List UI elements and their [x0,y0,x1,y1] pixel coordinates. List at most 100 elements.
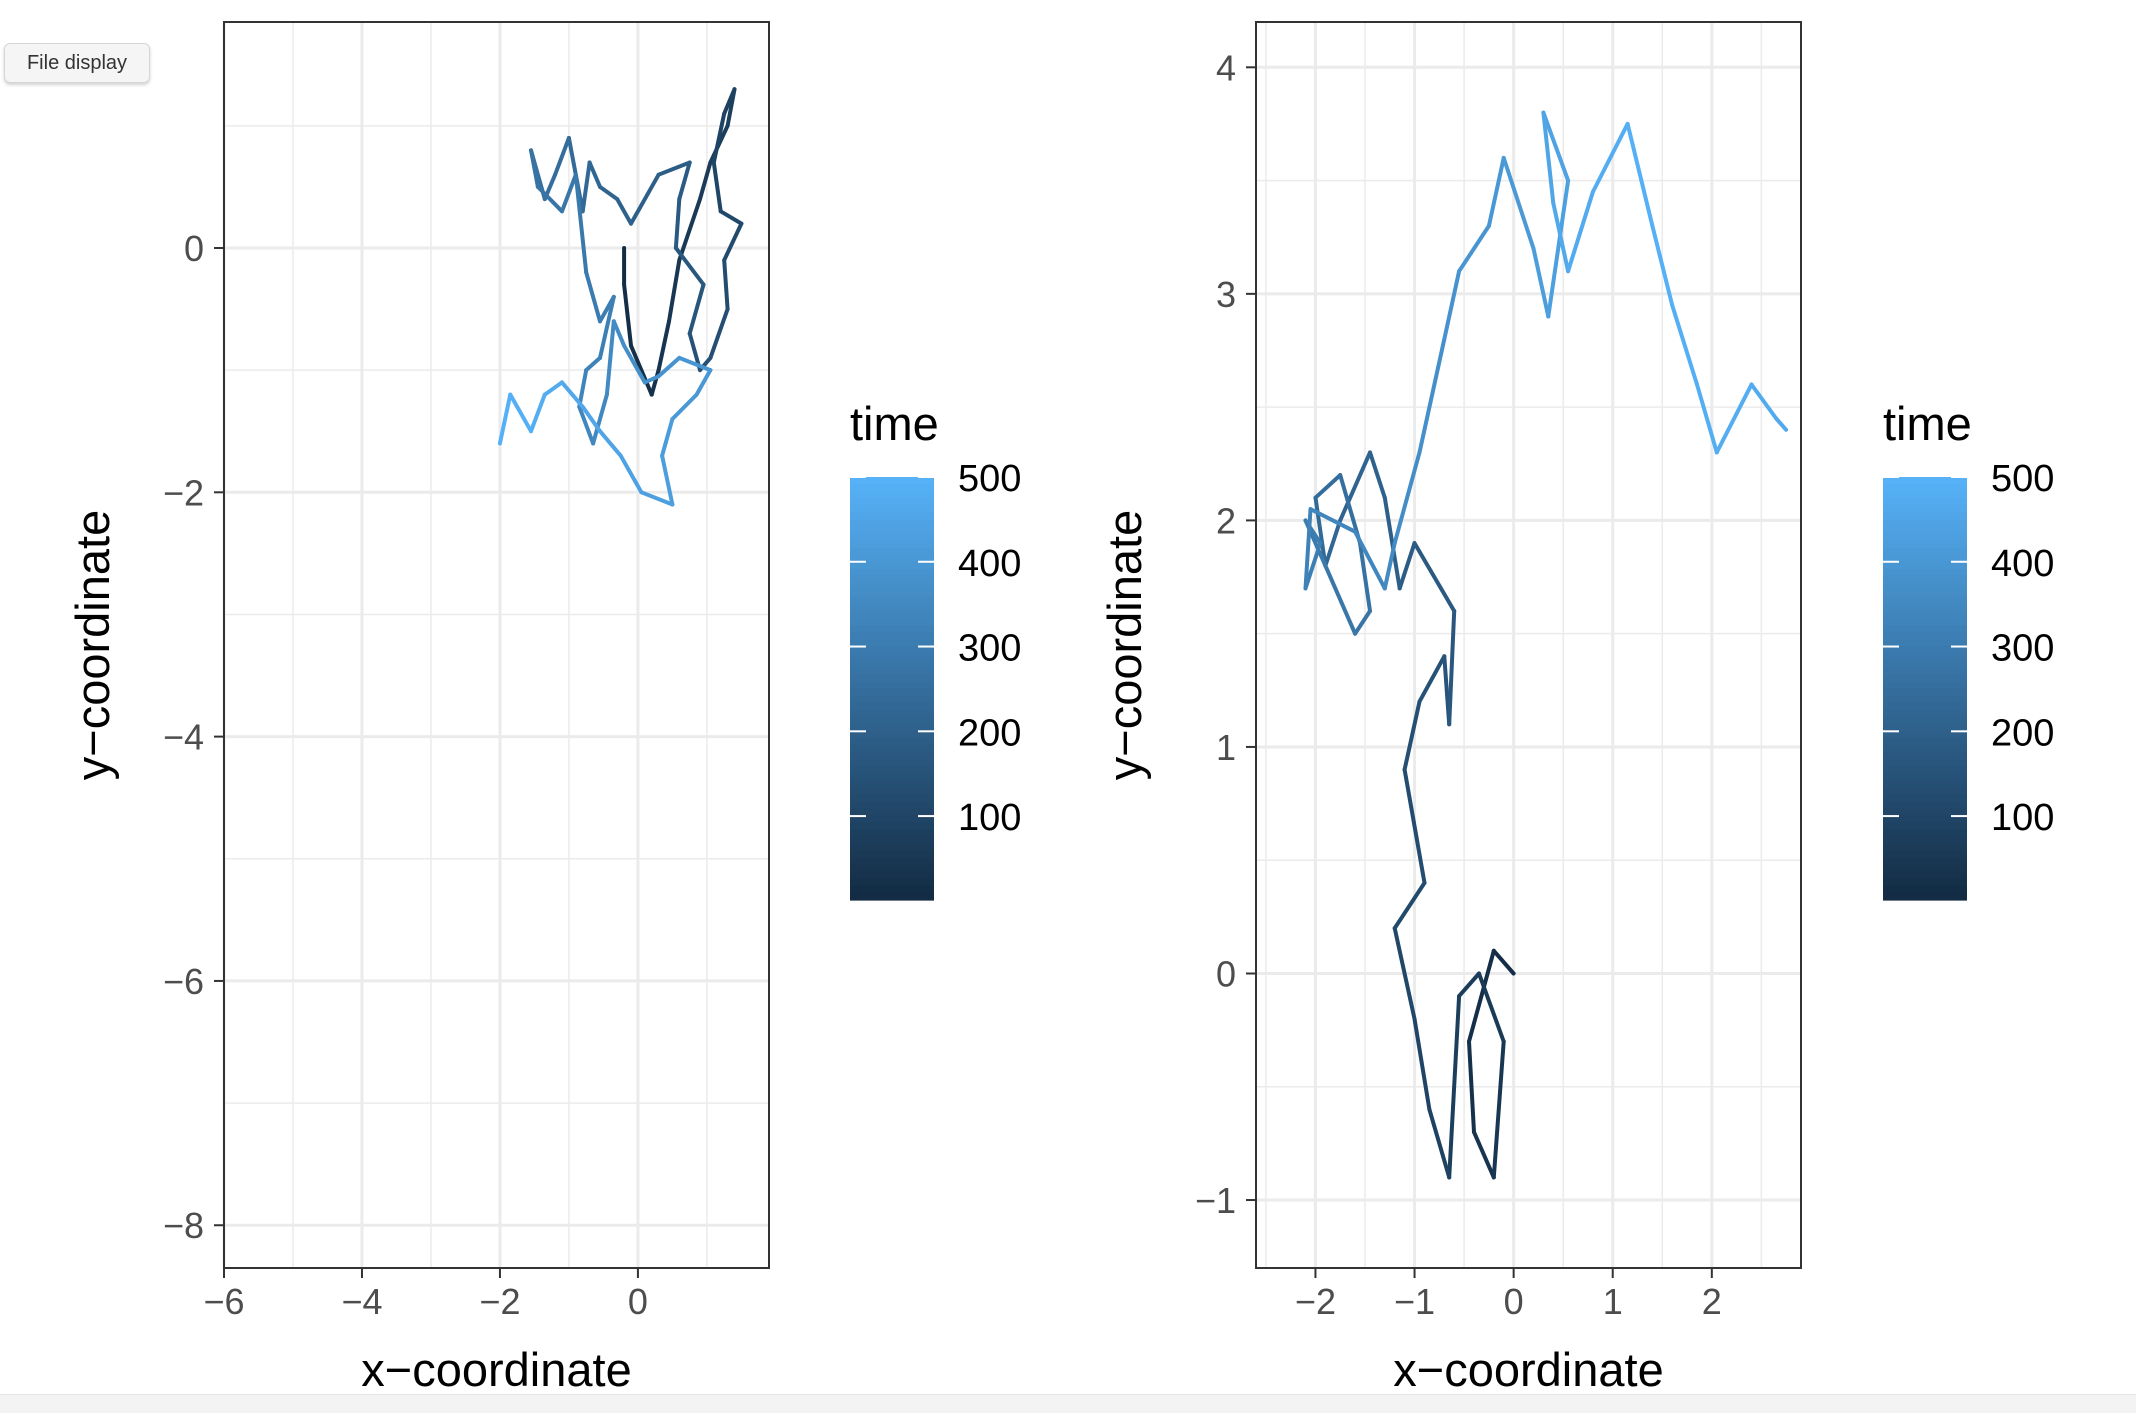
trajectory-segment [1417,337,1447,455]
window-bottom-edge [0,1394,2136,1413]
x-tick-label: −1 [1394,1281,1435,1322]
trajectory-segment [573,172,589,275]
colorbar-step [850,801,934,809]
colorbar-step [1883,625,1967,633]
colorbar-step [1883,822,1967,831]
left-panel-border [223,21,770,1269]
trajectory-segment [1457,223,1491,274]
trajectory-segment [1467,948,1496,1044]
legend-break-label: 200 [1991,712,2054,754]
left-legend: time 500 400 300 200 100 [850,397,1021,901]
trajectory-segment [604,319,616,397]
colorbar-step [1883,484,1967,492]
colorbar-step [1883,850,1967,859]
colorbar-step [850,596,934,605]
trajectory-segment [1368,450,1387,500]
trajectory-segment [529,392,547,434]
trajectory-segment [1447,609,1457,727]
left-grid [222,22,769,1268]
colorbar-step [1883,681,1967,690]
colorbar-step [1883,491,1967,499]
trajectory-segment [649,368,661,397]
right-trajectory [1303,110,1789,1180]
colorbar-step [1883,864,1967,873]
trajectory-segment [694,368,713,397]
trajectory-segment [1457,971,1481,999]
left-chart-panel: −6 −4 −2 0 −8 −6 −4 −2 0 x−coordinate y−coordin… [66,21,770,1394]
trajectory-segment [577,368,589,409]
trajectory-segment [1541,110,1556,206]
y-tick-label: −8 [163,1205,204,1246]
legend-break-label: 100 [958,797,1021,839]
colorbar-step [850,871,934,880]
trajectory-segment [722,221,744,263]
trajectory-segment [1303,507,1313,591]
trajectory-segment [1551,201,1571,274]
left-colorbar [850,477,934,901]
colorbar-step [1883,547,1967,556]
colorbar-step [850,759,934,767]
trajectory-segment [598,429,623,458]
colorbar-step [850,843,934,852]
trajectory-segment [598,184,620,202]
legend-break-label: 300 [1991,628,2054,670]
colorbar-step [1883,653,1967,661]
left-y-axis-title: y−coordinate [66,510,119,780]
colorbar-step [1883,892,1967,901]
colorbar-step [850,618,934,626]
left-y-axis: −8 −6 −4 −2 0 [163,228,224,1246]
colorbar-step [850,815,934,824]
colorbar-step [850,864,934,873]
colorbar-step [1883,709,1967,718]
colorbar-step [850,540,934,549]
trajectory-segment [1670,303,1699,387]
trajectory-segment [591,392,609,446]
colorbar-step [850,575,934,584]
y-tick-label: 0 [184,228,204,269]
trajectory-segment [1695,382,1719,455]
trajectory-segment [660,417,675,458]
trajectory-segment [1313,473,1343,500]
colorbar-step [850,716,934,725]
right-x-axis-title: x−coordinate [1393,1343,1663,1394]
trajectory-segment [1472,1130,1496,1180]
trajectory-segment [1749,382,1779,421]
colorbar-step [1883,744,1967,753]
trajectory-segment [622,282,633,348]
colorbar-step [850,794,934,802]
trajectory-segment [1397,541,1417,591]
trajectory-segment [1417,654,1447,704]
colorbar-step [1883,674,1967,683]
x-tick-label: 2 [1702,1281,1722,1322]
trajectory-segment [598,294,616,360]
trajectory-segment [580,160,592,214]
colorbar-step [1883,618,1967,626]
right-grid [1256,22,1801,1268]
colorbar-step [1883,794,1967,802]
colorbar-step [1883,751,1967,760]
colorbar-step [1883,716,1967,725]
trajectory-segment [1313,495,1328,568]
trajectory-segment [1323,563,1358,636]
colorbar-step [1883,695,1967,704]
trajectory-segment [667,258,682,324]
trajectory-segment [1774,416,1789,432]
right-colorbar [1883,477,1967,901]
colorbar-step [1883,660,1967,668]
colorbar-step [850,660,934,668]
colorbar-step [1883,885,1967,894]
right-legend-labels: 500 400 300 200 100 [1883,458,2054,839]
trajectory-segment [1491,948,1516,976]
left-legend-title: time [850,397,939,450]
file-display-button[interactable]: File display [4,43,150,83]
trajectory-segment [560,380,585,409]
colorbar-step [1883,575,1967,584]
colorbar-step [850,709,934,718]
trajectory-segment [711,160,723,214]
colorbar-step [1883,632,1967,640]
trajectory-segment [611,319,627,348]
colorbar-step [850,885,934,894]
colorbar-step [850,561,934,570]
trajectory-segment [673,197,682,250]
trajectory-segment [553,136,571,177]
